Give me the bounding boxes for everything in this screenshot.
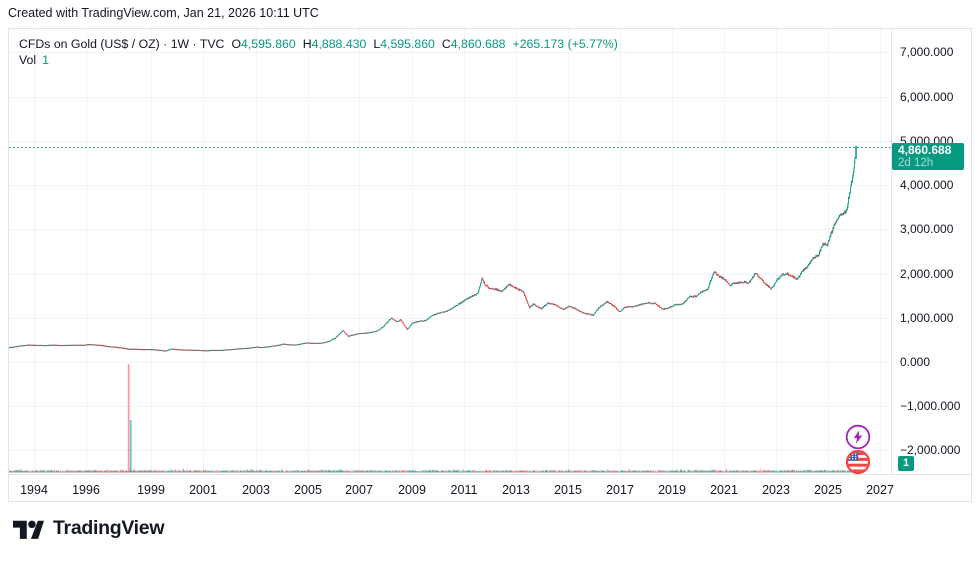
time-tick-label: 2019 (658, 483, 686, 497)
change-value: +265.173 (+5.77%) (512, 37, 618, 51)
time-tick-label: 2025 (814, 483, 842, 497)
time-tick-label: 2027 (866, 483, 894, 497)
tradingview-logo[interactable]: TradingView (13, 517, 165, 540)
price-tick-label: 4,000.000 (900, 178, 954, 193)
time-tick-label: 2005 (294, 483, 322, 497)
price-axis[interactable]: 7,000.000 6,000.000 5,000.000 4,000.000 3,00… (891, 29, 971, 474)
price-tick-label: 1,000.000 (900, 310, 954, 325)
volume-legend: Vol 1 (19, 53, 49, 67)
price-tick-label: −2,000.000 (900, 443, 961, 458)
volume-axis-badge: 1 (898, 456, 914, 471)
open-value: 4,595.860 (241, 37, 296, 51)
time-tick-label: 2011 (450, 483, 478, 497)
low-value: 4,595.860 (380, 37, 435, 51)
price-tick-label: 2,000.000 (900, 266, 954, 281)
low-label: L (373, 37, 381, 51)
last-price-badge: 4,860.688 2d 12h (892, 143, 964, 170)
time-tick-label: 1999 (137, 483, 165, 497)
price-chart-canvas[interactable] (9, 29, 891, 474)
time-tick-label: 1994 (20, 483, 48, 497)
last-price-value: 4,860.688 (898, 143, 952, 157)
time-axis[interactable]: 1994 1996 1999 2001 2003 2005 2007 2009 2011 2013… (9, 474, 971, 501)
tradingview-logo-text: TradingView (53, 517, 165, 539)
time-tick-label: 2013 (502, 483, 530, 497)
price-tick-label: 0.000 (900, 355, 931, 369)
time-tick-label: 1996 (72, 483, 100, 497)
high-label: H (302, 37, 312, 51)
time-tick-label: 2001 (189, 483, 217, 497)
price-tick-label: 6,000.000 (900, 89, 954, 104)
time-tick-label: 2021 (710, 483, 738, 497)
economic-event-lightning-icon[interactable] (845, 424, 871, 450)
time-tick-label: 2003 (242, 483, 270, 497)
time-tick-label: 2015 (554, 483, 582, 497)
price-tick-label: −1,000.000 (900, 399, 961, 414)
us-flag-event-icon[interactable] (845, 449, 871, 475)
chart-legend: CFDs on Gold (US$ / OZ) · 1W · TVC O4,595… (19, 37, 618, 51)
price-tick-label: 3,000.000 (900, 222, 954, 237)
bar-countdown: 2d 12h (898, 157, 934, 169)
volume-value: 1 (42, 53, 49, 67)
time-tick-label: 2017 (606, 483, 634, 497)
high-value: 4,888.430 (311, 37, 367, 51)
tradingview-logo-icon (13, 520, 44, 539)
time-tick-label: 2007 (345, 483, 373, 497)
open-label: O (231, 37, 242, 51)
volume-label: Vol (19, 53, 37, 67)
price-tick-label: 7,000.000 (900, 45, 954, 60)
created-with-caption: Created with TradingView.com, Jan 21, 20… (8, 6, 319, 20)
time-tick-label: 2023 (762, 483, 790, 497)
close-label: C (441, 37, 451, 51)
chart-widget: CFDs on Gold (US$ / OZ) · 1W · TVC O4,595… (8, 28, 972, 502)
time-tick-label: 2009 (398, 483, 426, 497)
close-value: 4,860.688 (450, 37, 506, 51)
symbol-title[interactable]: CFDs on Gold (US$ / OZ) · 1W · TVC (19, 37, 225, 51)
